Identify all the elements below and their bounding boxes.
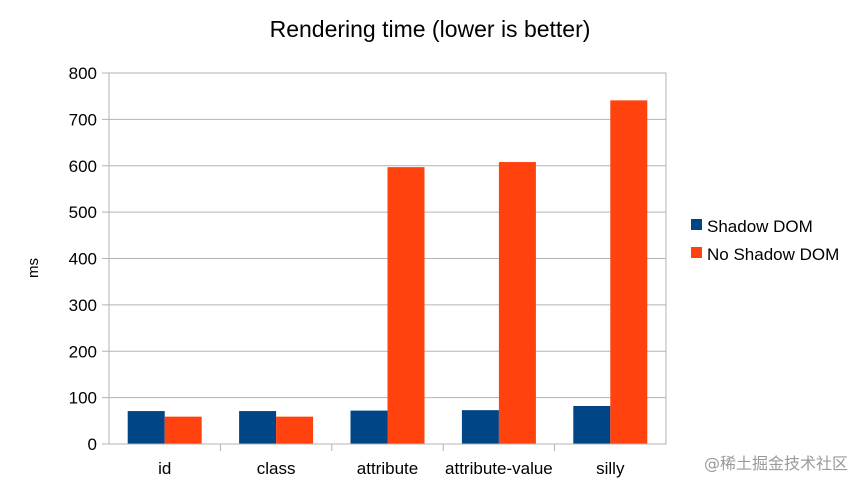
x-tick-labels: id class attribute attribute-value silly: [158, 459, 625, 478]
bars: [127, 100, 648, 445]
bar-no-shadow-dom-silly: [610, 100, 648, 444]
bar-no-shadow-dom-attribute-value: [498, 162, 536, 445]
y-tick-label: 600: [69, 157, 97, 176]
x-tick-label: id: [158, 459, 171, 478]
bar-shadow-dom-id: [127, 411, 165, 444]
bar-shadow-dom-attribute: [350, 410, 388, 444]
y-axis-label: ms: [25, 258, 42, 278]
y-tick-labels: 0 100 200 300 400 500 600 700 800: [69, 64, 97, 454]
bar-shadow-dom-class: [239, 411, 277, 444]
legend-label-no-shadow-dom: No Shadow DOM: [707, 245, 839, 264]
bar-no-shadow-dom-attribute: [387, 167, 425, 445]
y-tick-label: 800: [69, 64, 97, 83]
x-tick-label: silly: [596, 459, 625, 478]
x-tick-label: attribute-value: [445, 459, 553, 478]
watermark: @稀土掘金技术社区: [704, 454, 848, 473]
legend-label-shadow-dom: Shadow DOM: [707, 217, 813, 236]
legend-swatch-shadow-dom: [691, 219, 702, 230]
plot-frame: [108, 72, 667, 445]
y-tick-label: 0: [88, 435, 97, 454]
y-tick-label: 300: [69, 296, 97, 315]
y-tick-label: 700: [69, 110, 97, 129]
x-tick-label: attribute: [357, 459, 418, 478]
x-tick-label: class: [257, 459, 296, 478]
bar-shadow-dom-attribute-value: [461, 410, 499, 444]
chart-title: Rendering time (lower is better): [270, 16, 591, 42]
legend: Shadow DOM No Shadow DOM: [691, 217, 839, 264]
bar-no-shadow-dom-id: [164, 416, 202, 444]
bar-no-shadow-dom-class: [276, 416, 314, 444]
gridlines: [102, 72, 666, 445]
y-tick-label: 400: [69, 250, 97, 269]
y-tick-label: 500: [69, 203, 97, 222]
y-tick-label: 200: [69, 342, 97, 361]
y-tick-label: 100: [69, 389, 97, 408]
axes: [108, 72, 667, 451]
legend-swatch-no-shadow-dom: [691, 247, 702, 258]
bar-shadow-dom-silly: [573, 405, 611, 444]
